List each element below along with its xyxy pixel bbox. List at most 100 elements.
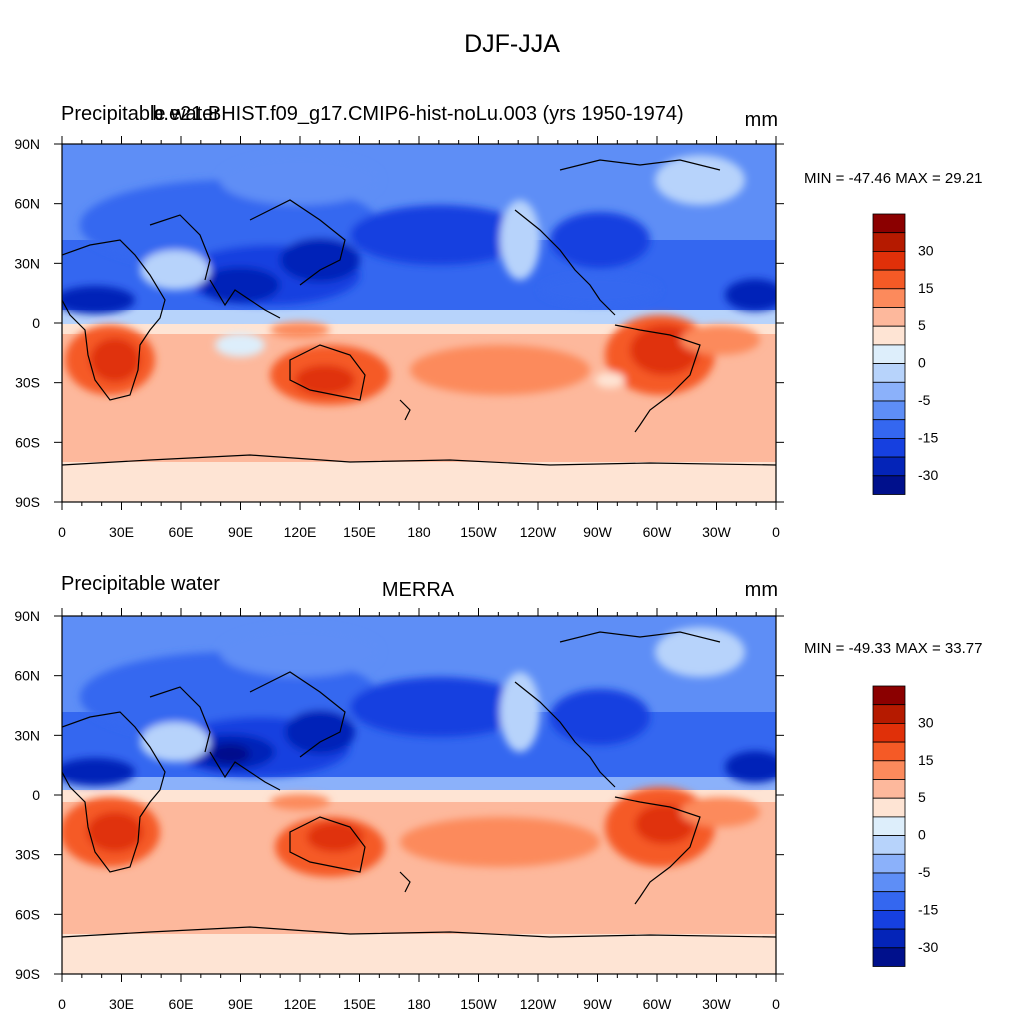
y-tick-label: 30N bbox=[14, 727, 40, 743]
x-tick-label: 120E bbox=[284, 524, 317, 540]
colorbar-label: -15 bbox=[918, 901, 938, 917]
map-panel-obs: Precipitable water MERRA mm MIN = -49.33… bbox=[0, 472, 1024, 1012]
panel-variable-label: Precipitable water bbox=[61, 573, 220, 595]
colorbar: 30 15 5 0 -5 -15 -30 bbox=[872, 685, 938, 967]
colorbar-label: 5 bbox=[918, 789, 926, 805]
axis-ticks: 0 30E 60E 90E 120E 150E 180 150W 120W 90W 60W 30W 0 9… bbox=[14, 608, 784, 1012]
colorbar-box bbox=[872, 872, 906, 893]
figure-title: DJF-JJA bbox=[464, 30, 560, 58]
colorbar-box bbox=[872, 779, 906, 799]
panel-units-label: mm bbox=[744, 579, 778, 601]
minmax-label: MIN = -49.33 MAX = 33.77 bbox=[804, 640, 983, 657]
y-tick-label: 30S bbox=[15, 847, 40, 863]
map-plot: 0 30E 60E 90E 120E 150E 180 150W 120W 90W 60W 30W 0 9… bbox=[14, 136, 784, 540]
y-tick-label: 90N bbox=[14, 608, 40, 624]
colorbar-box bbox=[872, 835, 906, 855]
y-tick-label: 60N bbox=[14, 196, 40, 212]
colorbar-box bbox=[872, 381, 906, 402]
panel-units-label: mm bbox=[744, 109, 778, 131]
map-plot: 0 30E 60E 90E 120E 150E 180 150W 120W 90W 60W 30W 0 9… bbox=[14, 608, 784, 1012]
colorbar-label: 30 bbox=[918, 242, 934, 258]
y-tick-label: 90S bbox=[15, 494, 40, 510]
x-tick-label: 180 bbox=[407, 524, 431, 540]
x-tick-label: 120W bbox=[520, 524, 557, 540]
x-tick-label: 60E bbox=[169, 524, 194, 540]
x-tick-label: 150E bbox=[343, 524, 376, 540]
colorbar-box bbox=[872, 232, 906, 252]
x-tick-label: 30E bbox=[109, 996, 134, 1012]
colorbar-box bbox=[872, 741, 906, 762]
y-tick-label: 30N bbox=[14, 255, 40, 271]
x-tick-label: 0 bbox=[772, 524, 780, 540]
y-tick-label: 60N bbox=[14, 668, 40, 684]
x-tick-label: 60W bbox=[643, 524, 673, 540]
colorbar-boxes: 30 15 5 0 -5 -15 -30 bbox=[872, 213, 938, 495]
x-tick-label: 60W bbox=[643, 996, 673, 1012]
colorbar-label: 15 bbox=[918, 280, 934, 296]
colorbar-box bbox=[872, 891, 906, 911]
x-tick-label: 90W bbox=[583, 524, 613, 540]
x-tick-label: 90W bbox=[583, 996, 613, 1012]
colorbar-box bbox=[872, 853, 906, 874]
colorbar-box bbox=[872, 685, 906, 706]
x-tick-label: 120E bbox=[284, 996, 317, 1012]
colorbar-label: -30 bbox=[918, 467, 938, 483]
y-tick-label: 60S bbox=[15, 434, 40, 450]
colorbar-box bbox=[872, 400, 906, 421]
panel-case-label: MERRA bbox=[381, 579, 455, 601]
x-tick-label: 0 bbox=[58, 524, 66, 540]
panel-case-label: b.e21.BHIST.f09_g17.CMIP6-hist-noLu.003 … bbox=[152, 103, 684, 125]
x-tick-label: 90E bbox=[228, 524, 253, 540]
panel-variable-label: Precipitable water bbox=[61, 103, 220, 125]
colorbar-box bbox=[872, 909, 906, 930]
colorbar-label: -30 bbox=[918, 939, 938, 955]
x-tick-label: 120W bbox=[520, 996, 557, 1012]
x-tick-label: 150W bbox=[460, 996, 497, 1012]
colorbar-label: -5 bbox=[918, 392, 931, 408]
colorbar-box bbox=[872, 816, 906, 836]
y-tick-label: 0 bbox=[32, 315, 40, 331]
contour-field bbox=[62, 144, 776, 502]
y-tick-label: 90S bbox=[15, 966, 40, 982]
colorbar-box bbox=[872, 928, 906, 949]
x-tick-label: 150W bbox=[460, 524, 497, 540]
colorbar-label: 5 bbox=[918, 317, 926, 333]
y-tick-label: 90N bbox=[14, 136, 40, 152]
colorbar-label: -5 bbox=[918, 864, 931, 880]
x-tick-label: 60E bbox=[169, 996, 194, 1012]
colorbar-box bbox=[872, 251, 906, 271]
colorbar-boxes: 30 15 5 0 -5 -15 -30 bbox=[872, 685, 938, 967]
coastlines bbox=[62, 159, 776, 466]
colorbar-box bbox=[872, 363, 906, 383]
colorbar-box bbox=[872, 947, 906, 967]
y-tick-label: 60S bbox=[15, 906, 40, 922]
colorbar-box bbox=[872, 704, 906, 724]
colorbar-label: 0 bbox=[918, 827, 926, 843]
colorbar-box bbox=[872, 437, 906, 458]
colorbar-box bbox=[872, 419, 906, 439]
y-tick-label: 30S bbox=[15, 375, 40, 391]
colorbar-box bbox=[872, 475, 906, 495]
colorbar-box bbox=[872, 723, 906, 743]
colorbar-label: 30 bbox=[918, 714, 934, 730]
colorbar-box bbox=[872, 797, 906, 818]
contour-field bbox=[62, 616, 776, 974]
map-panel-model: Precipitable water b.e21.BHIST.f09_g17.C… bbox=[0, 0, 1024, 540]
colorbar-box bbox=[872, 760, 906, 780]
colorbar-box bbox=[872, 288, 906, 308]
x-tick-label: 150E bbox=[343, 996, 376, 1012]
axis-ticks: 0 30E 60E 90E 120E 150E 180 150W 120W 90W 60W 30W 0 9… bbox=[14, 136, 784, 540]
colorbar-label: 15 bbox=[918, 752, 934, 768]
colorbar-box bbox=[872, 269, 906, 290]
x-tick-label: 0 bbox=[772, 996, 780, 1012]
x-tick-label: 30W bbox=[702, 524, 732, 540]
colorbar: 30 15 5 0 -5 -15 -30 bbox=[872, 213, 938, 495]
colorbar-box bbox=[872, 344, 906, 364]
x-tick-label: 180 bbox=[407, 996, 431, 1012]
colorbar-label: 0 bbox=[918, 355, 926, 371]
colorbar-box bbox=[872, 325, 906, 346]
x-tick-label: 30W bbox=[702, 996, 732, 1012]
coastlines bbox=[62, 631, 776, 938]
colorbar-label: -15 bbox=[918, 429, 938, 445]
x-tick-label: 90E bbox=[228, 996, 253, 1012]
